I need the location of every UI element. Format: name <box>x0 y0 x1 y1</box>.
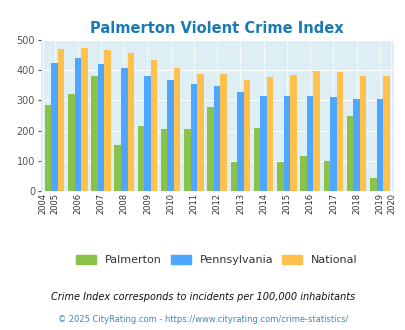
Bar <box>300 156 306 191</box>
Bar <box>114 145 121 191</box>
Bar <box>184 129 190 191</box>
Bar <box>313 71 319 191</box>
Bar <box>336 72 342 191</box>
Bar <box>382 76 389 191</box>
Bar <box>290 75 296 191</box>
Bar <box>51 63 58 191</box>
Bar <box>369 178 376 191</box>
Bar <box>137 126 144 191</box>
Text: © 2025 CityRating.com - https://www.cityrating.com/crime-statistics/: © 2025 CityRating.com - https://www.city… <box>58 315 347 324</box>
Bar <box>213 86 220 191</box>
Bar <box>306 96 313 191</box>
Bar <box>167 80 174 191</box>
Bar <box>230 162 237 191</box>
Bar <box>359 76 365 191</box>
Bar <box>104 50 111 191</box>
Bar <box>352 99 359 191</box>
Title: Palmerton Violent Crime Index: Palmerton Violent Crime Index <box>90 21 343 36</box>
Bar <box>323 161 329 191</box>
Bar <box>283 96 290 191</box>
Legend: Palmerton, Pennsylvania, National: Palmerton, Pennsylvania, National <box>72 250 362 270</box>
Bar <box>237 91 243 191</box>
Bar <box>68 94 75 191</box>
Bar <box>91 76 98 191</box>
Bar <box>45 105 51 191</box>
Bar <box>98 64 104 191</box>
Bar <box>197 74 203 191</box>
Bar <box>121 68 127 191</box>
Bar <box>190 84 197 191</box>
Bar <box>160 129 167 191</box>
Bar <box>253 128 260 191</box>
Bar <box>144 76 150 191</box>
Bar <box>207 107 213 191</box>
Bar <box>277 162 283 191</box>
Bar <box>220 74 226 191</box>
Bar <box>329 97 336 191</box>
Bar <box>75 58 81 191</box>
Bar <box>81 48 87 191</box>
Bar <box>150 60 157 191</box>
Bar <box>266 77 273 191</box>
Text: Crime Index corresponds to incidents per 100,000 inhabitants: Crime Index corresponds to incidents per… <box>51 292 354 302</box>
Bar <box>243 80 249 191</box>
Bar <box>346 116 352 191</box>
Bar <box>174 68 180 191</box>
Bar <box>260 96 266 191</box>
Bar <box>376 99 382 191</box>
Bar <box>127 53 134 191</box>
Bar <box>58 49 64 191</box>
